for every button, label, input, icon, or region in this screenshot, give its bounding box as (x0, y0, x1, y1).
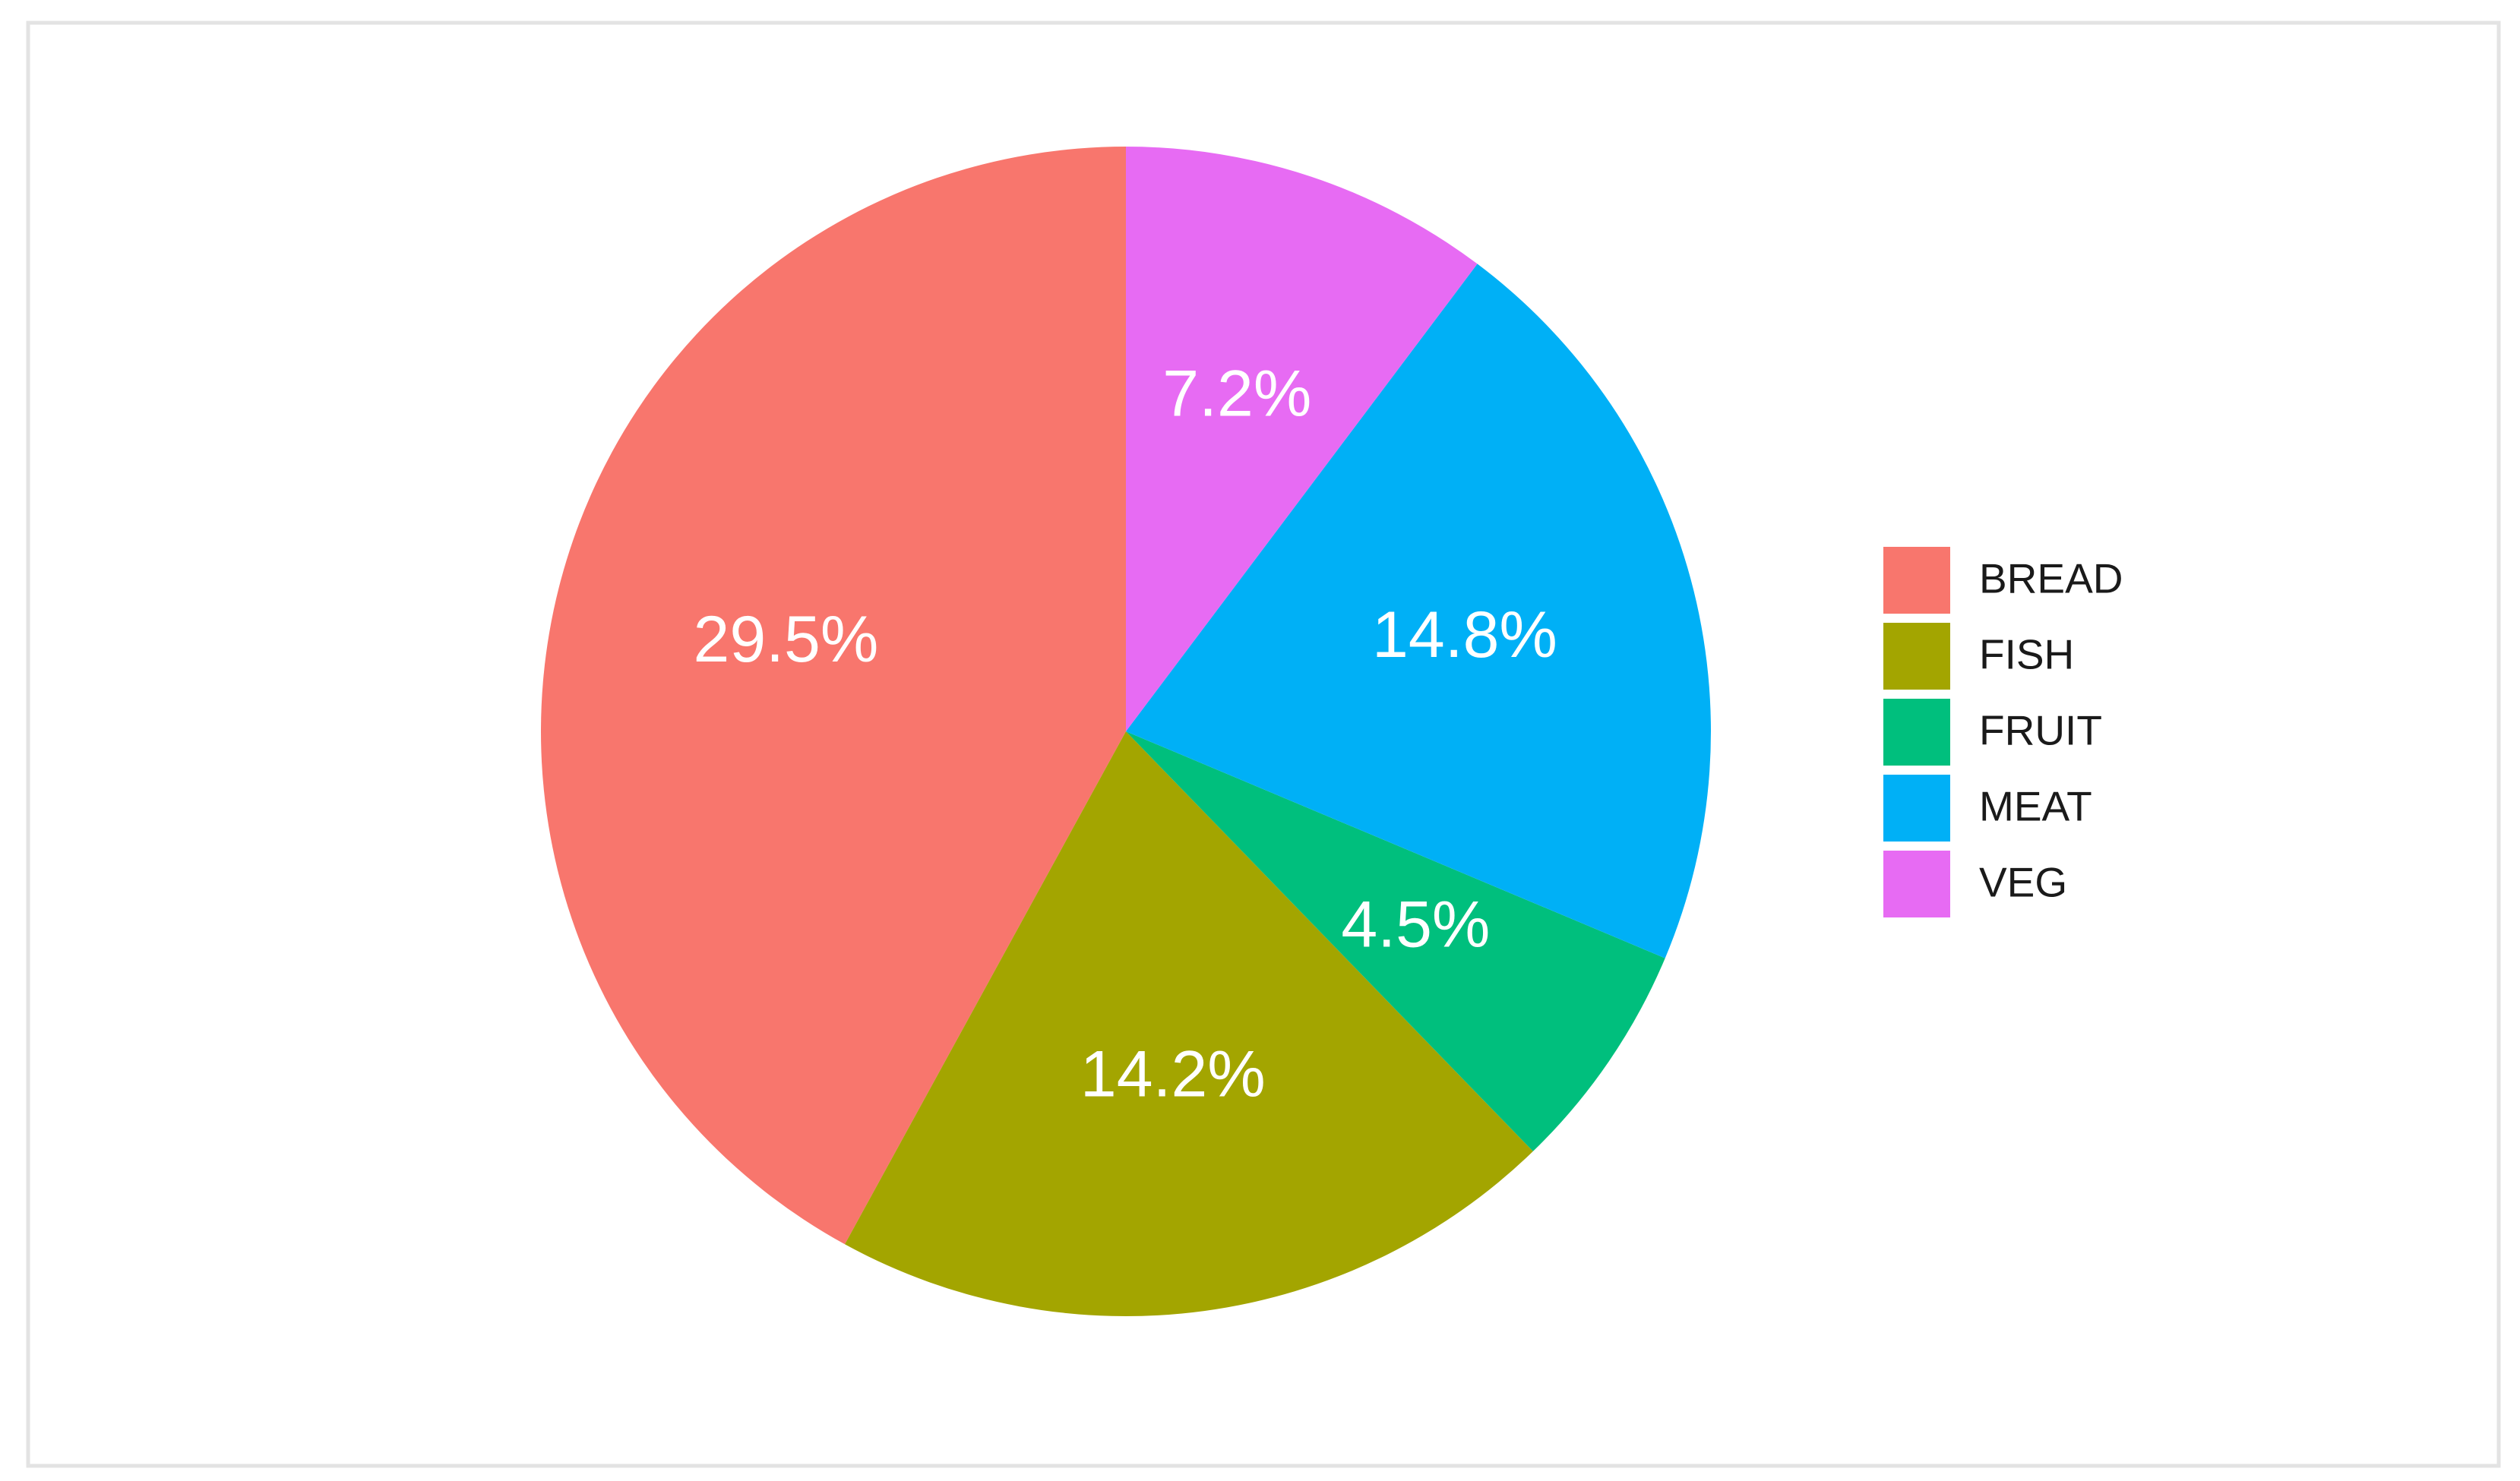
legend-label: VEG (1979, 859, 2067, 906)
value-label: 29.5% (694, 603, 879, 676)
legend-key (1880, 772, 1953, 845)
pie-slice (1126, 147, 1478, 731)
value-label: 7.2% (1162, 357, 1311, 430)
pie-slice (1126, 264, 1711, 958)
legend-key (1880, 696, 1953, 769)
pie-slice (541, 147, 1126, 1245)
legend-label: MEAT (1979, 783, 2092, 830)
pie-slice (1126, 731, 1665, 1151)
pie-slice (845, 731, 1533, 1316)
legend-label: FRUIT (1979, 707, 2102, 754)
value-label: 14.8% (1372, 598, 1557, 671)
legend-key (1880, 848, 1953, 920)
legend-label: BREAD (1979, 555, 2123, 602)
value-label: 14.2% (1080, 1038, 1266, 1111)
value-label: 4.5% (1341, 888, 1490, 961)
legend-key (1880, 544, 1953, 617)
legend-key (1880, 620, 1953, 693)
legend-label: FISH (1979, 631, 2074, 678)
